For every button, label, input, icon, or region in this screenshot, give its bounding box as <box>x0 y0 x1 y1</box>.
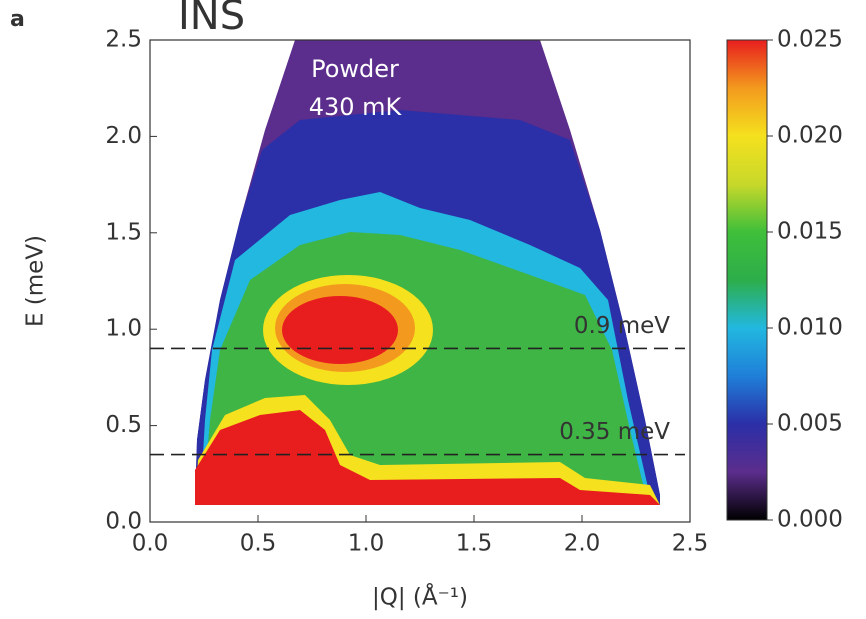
colorbar-tick-label: 0.025 <box>777 27 843 53</box>
y-axis-label: E (meV) <box>23 235 49 327</box>
colorbar-tick-label: 0.015 <box>777 219 843 245</box>
y-tick-label: 0.5 <box>105 412 142 438</box>
x-tick-label: 2.5 <box>672 531 709 557</box>
x-tick-label: 0.5 <box>240 531 277 557</box>
x-tick-label: 2.0 <box>564 531 601 557</box>
chart-title: INS <box>178 0 245 39</box>
x-tick-label: 0.0 <box>132 531 169 557</box>
y-tick-label: 1.5 <box>105 219 142 245</box>
x-tick-label: 1.5 <box>456 531 493 557</box>
colorbar-tick-label: 0.020 <box>777 123 843 149</box>
y-tick-label: 2.0 <box>105 123 142 149</box>
cut-line-label: 0.35 meV <box>559 419 670 445</box>
x-axis-label: |Q| (Å⁻¹) <box>372 583 468 611</box>
heatmap <box>195 40 660 505</box>
annotation: 430 mK <box>309 93 403 121</box>
annotation: Powder <box>311 55 399 83</box>
y-tick-label: 1.0 <box>105 316 142 342</box>
x-tick-label: 1.0 <box>348 531 385 557</box>
colorbar-tick-label: 0.000 <box>777 507 843 533</box>
cut-line-label: 0.9 meV <box>574 313 670 339</box>
colorbar-tick-label: 0.010 <box>777 315 843 341</box>
y-tick-label: 0.0 <box>105 509 142 535</box>
colorbar <box>726 39 768 521</box>
colorbar-tick-label: 0.005 <box>777 411 843 437</box>
y-tick-label: 2.5 <box>105 27 142 53</box>
heat-region <box>195 410 660 505</box>
heat-region <box>282 296 398 364</box>
plot-frame <box>149 39 691 523</box>
panel-label: a <box>10 7 25 32</box>
